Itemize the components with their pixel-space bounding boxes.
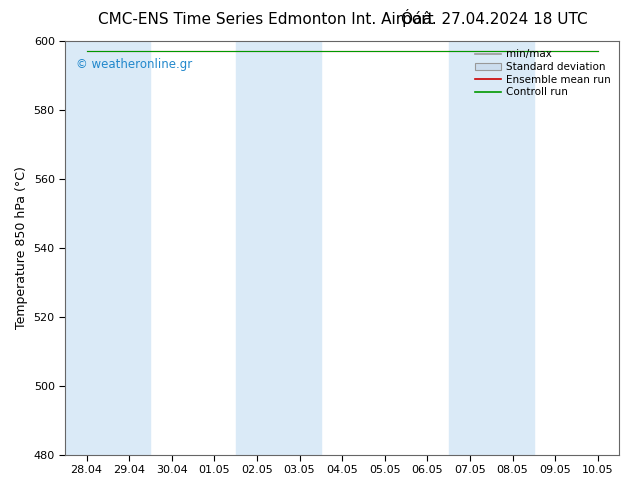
Bar (236, 41, 321, 455)
Bar (449, 41, 534, 455)
Text: Óáâ. 27.04.2024 18 UTC: Óáâ. 27.04.2024 18 UTC (401, 12, 588, 27)
Legend: min/max, Standard deviation, Ensemble mean run, Controll run: min/max, Standard deviation, Ensemble me… (472, 46, 614, 100)
Text: CMC-ENS Time Series Edmonton Int. Airport: CMC-ENS Time Series Edmonton Int. Airpor… (98, 12, 434, 27)
Text: © weatheronline.gr: © weatheronline.gr (76, 58, 193, 71)
Bar (65, 41, 150, 455)
Y-axis label: Temperature 850 hPa (°C): Temperature 850 hPa (°C) (15, 167, 28, 329)
